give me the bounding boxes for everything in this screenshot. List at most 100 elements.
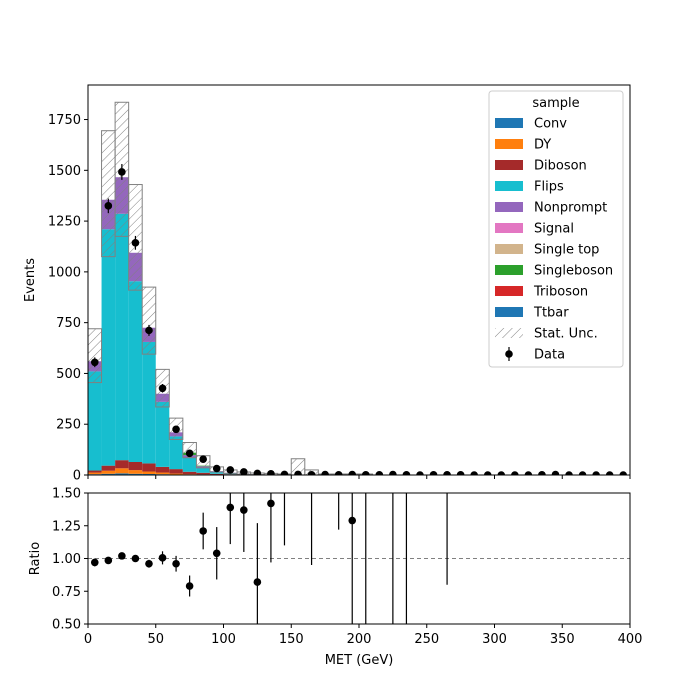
bar-flips (142, 341, 156, 464)
bar-diboson (196, 472, 210, 475)
bar-dy (169, 473, 183, 475)
ratio-y-tick-label: 1.00 (52, 552, 81, 567)
y-tick-label: 0 (73, 469, 81, 484)
data-point (321, 470, 329, 475)
bar-diboson (182, 471, 197, 475)
bar-flips (169, 436, 183, 470)
legend: sample Conv DY Diboson Flips Nonprompt Signal S… (488, 90, 624, 368)
legend-label: Singleboson (534, 264, 613, 279)
data-point (185, 449, 194, 458)
y-tick-label: 500 (56, 367, 81, 382)
main-histogram-panel: 0 250 500 750 1000 1250 1500 1750 Events (23, 84, 631, 484)
bottom-axes-frame (87, 492, 631, 625)
legend-data-marker (505, 350, 513, 358)
ratio-y-tick-label: 1.50 (52, 487, 81, 502)
bar-diboson (169, 469, 183, 474)
bar-conv (115, 473, 129, 475)
y-axis-label: Events (23, 258, 38, 302)
data-point (483, 471, 492, 475)
stat-unc-bin (88, 328, 103, 384)
data-point (145, 326, 153, 335)
data-point (619, 471, 628, 475)
bar-diboson (142, 463, 156, 472)
ratio-point (158, 554, 167, 562)
data-point (118, 168, 126, 176)
bar-conv (101, 473, 116, 475)
data-point (104, 202, 113, 210)
ratio-point (131, 554, 140, 563)
ratio-point (226, 503, 235, 512)
stat-unc-bin (101, 130, 116, 258)
legend-swatch (495, 118, 523, 128)
legend-swatch (495, 286, 523, 296)
bar-dy (142, 471, 156, 474)
bar-diboson (88, 470, 102, 473)
x-tick-label: 400 (618, 632, 643, 647)
x-axis-label: MET (GeV) (325, 653, 394, 668)
bar-flips (155, 401, 170, 467)
histogram-plot-area (88, 101, 628, 475)
x-tick-label: 300 (482, 632, 507, 647)
data-point (456, 470, 465, 475)
data-point (592, 471, 600, 475)
x-tick-label: 50 (147, 632, 164, 647)
data-point (551, 470, 560, 475)
data-point (131, 239, 140, 247)
ratio-y-tick-label: 0.75 (52, 585, 81, 600)
data-point (334, 470, 343, 475)
data-point (226, 466, 235, 474)
ratio-y-axis-label: Ratio (28, 542, 43, 575)
bar-flips (196, 467, 210, 473)
data-point (470, 471, 478, 475)
ratio-point (118, 552, 126, 560)
legend-title: sample (532, 96, 579, 111)
data-point (605, 471, 614, 475)
bar-flips (209, 472, 224, 474)
x-tick-label: 0 (84, 632, 92, 647)
bar-dy (155, 472, 170, 475)
y-tick-label: 1750 (48, 113, 81, 128)
data-point (158, 384, 167, 393)
x-tick-label: 100 (211, 632, 236, 647)
bar-diboson (128, 462, 143, 471)
legend-label: Single top (534, 243, 599, 258)
legend-label: DY (534, 138, 551, 153)
bar-flips (88, 371, 102, 471)
y-tick-label: 1250 (48, 215, 81, 230)
data-point (267, 469, 275, 475)
ratio-point (90, 558, 99, 567)
data-point (375, 470, 384, 475)
data-point (402, 470, 411, 475)
legend-swatch (495, 223, 523, 233)
data-point (294, 470, 302, 475)
stat-unc-bin (290, 458, 306, 475)
ratio-y-tick-label: 0.50 (52, 618, 81, 633)
bar-diboson (101, 465, 116, 471)
data-point (524, 471, 533, 475)
legend-swatch-unc (495, 328, 523, 338)
legend-label: Data (534, 348, 565, 363)
bar-flips (128, 281, 143, 462)
ratio-plot-area (88, 493, 630, 624)
data-point (212, 464, 221, 473)
ratio-panel: 0.50 0.75 1.00 1.25 1.50 0 50 100 150 200 250 300 35… (28, 487, 643, 669)
bar-diboson (115, 460, 129, 469)
bar-dy (182, 474, 197, 475)
legend-swatch (495, 202, 523, 212)
legend-label: Ttbar (533, 306, 569, 321)
data-point (199, 455, 207, 463)
data-point (511, 471, 519, 475)
legend-label: Conv (534, 117, 567, 132)
data-point (443, 470, 451, 475)
data-point (240, 468, 248, 475)
data-point (429, 470, 438, 475)
legend-label: Flips (534, 180, 564, 195)
data-point (90, 358, 99, 367)
legend-swatch (495, 244, 523, 254)
data-point (361, 470, 370, 475)
data-point (416, 471, 424, 475)
legend-swatch (495, 307, 523, 317)
stat-unc-bin (141, 286, 157, 355)
ratio-point (185, 582, 194, 590)
bar-diboson (155, 466, 170, 473)
